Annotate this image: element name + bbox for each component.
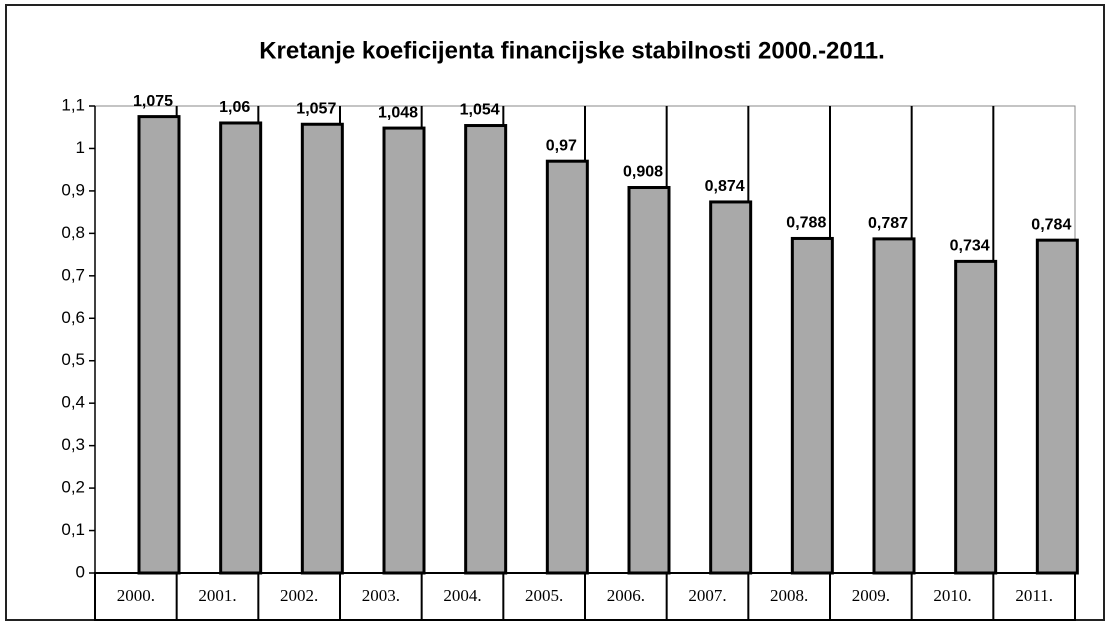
value-label: 0,787: [868, 215, 908, 232]
bar: [627, 186, 671, 575]
bar: [954, 259, 998, 575]
x-tick-label: 2001.: [198, 586, 236, 605]
bar: [1035, 238, 1079, 575]
bar: [464, 124, 508, 575]
x-tick-label: 2011.: [1015, 586, 1053, 605]
bar: [545, 159, 589, 575]
bar: [137, 115, 181, 575]
value-label: 1,057: [296, 100, 336, 117]
value-label: 0,734: [950, 238, 990, 255]
x-tick-label: 2010.: [933, 586, 971, 605]
value-label: 0,788: [786, 215, 826, 232]
x-tick-label: 2005.: [525, 586, 563, 605]
x-tick-label: 2008.: [770, 586, 808, 605]
y-tick-label: 0,2: [61, 478, 85, 497]
x-tick-label: 2002.: [280, 586, 318, 605]
value-label: 1,054: [460, 102, 500, 119]
value-label: 1,06: [219, 99, 250, 116]
value-label: 0,908: [623, 164, 663, 181]
x-tick-label: 2006.: [607, 586, 645, 605]
y-tick-label: 0,8: [61, 223, 85, 242]
value-label: 0,874: [705, 178, 745, 195]
y-tick-label: 1: [76, 138, 85, 157]
bar: [790, 236, 834, 575]
x-tick-label: 2004.: [443, 586, 481, 605]
x-tick-label: 2000.: [117, 586, 155, 605]
value-label: 1,075: [133, 93, 173, 110]
y-tick-label: 0,6: [61, 308, 85, 327]
bar: [872, 237, 916, 575]
x-tick-label: 2003.: [362, 586, 400, 605]
bar: [709, 200, 753, 575]
x-tick-label: 2009.: [852, 586, 890, 605]
y-tick-label: 0,4: [61, 393, 85, 412]
y-tick-label: 0: [76, 562, 85, 581]
y-tick-label: 0,5: [61, 350, 85, 369]
bar: [382, 126, 426, 575]
bar: [219, 121, 263, 575]
chart-title: Kretanje koeficijenta financijske stabil…: [259, 37, 885, 64]
x-tick-label: 2007.: [688, 586, 726, 605]
y-tick-label: 0,9: [61, 180, 85, 199]
value-label: 1,048: [378, 104, 418, 121]
value-label: 0,97: [546, 137, 577, 154]
y-tick-label: 0,1: [61, 520, 85, 539]
y-tick-label: 0,7: [61, 265, 85, 284]
value-label: 0,784: [1031, 216, 1071, 233]
y-tick-label: 1,1: [61, 95, 85, 114]
bar: [300, 122, 344, 575]
y-tick-label: 0,3: [61, 435, 85, 454]
